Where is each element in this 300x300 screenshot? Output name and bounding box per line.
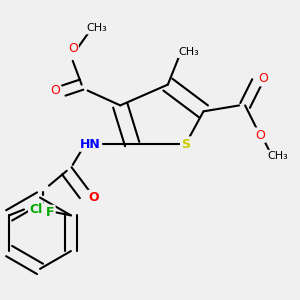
Text: O: O [258,72,268,85]
Text: O: O [68,42,78,56]
Text: F: F [46,206,54,219]
Text: CH₃: CH₃ [178,47,199,57]
Text: HN: HN [80,138,101,151]
Text: S: S [181,138,190,151]
Text: O: O [255,129,265,142]
Text: Cl: Cl [29,203,43,216]
Text: CH₃: CH₃ [86,23,107,33]
Text: O: O [50,84,60,97]
Text: CH₃: CH₃ [267,151,288,161]
Text: O: O [88,191,99,204]
